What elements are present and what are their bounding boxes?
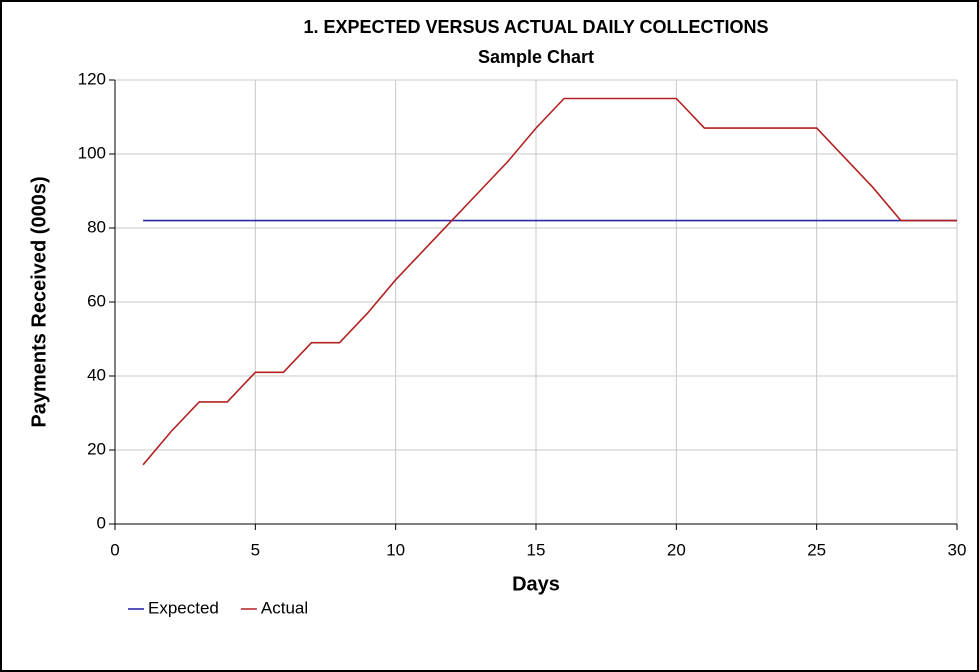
legend-label: Expected	[148, 598, 219, 617]
x-tick-label: 5	[251, 540, 260, 559]
x-tick-label: 30	[948, 540, 967, 559]
y-tick-label: 80	[87, 217, 106, 236]
y-tick-label: 60	[87, 291, 106, 310]
y-tick-label: 0	[97, 513, 106, 532]
chart-title: 1. EXPECTED VERSUS ACTUAL DAILY COLLECTI…	[303, 17, 768, 37]
y-tick-label: 40	[87, 365, 106, 384]
x-tick-label: 10	[386, 540, 405, 559]
legend-label: Actual	[261, 598, 308, 617]
x-tick-label: 0	[110, 540, 119, 559]
y-tick-label: 20	[87, 439, 106, 458]
x-tick-label: 15	[527, 540, 546, 559]
x-tick-label: 25	[807, 540, 826, 559]
chart-subtitle: Sample Chart	[478, 47, 594, 67]
x-tick-label: 20	[667, 540, 686, 559]
y-axis-title: Payments Received (000s)	[28, 176, 50, 427]
y-tick-label: 100	[78, 143, 106, 162]
y-tick-label: 120	[78, 69, 106, 88]
series-line	[142, 97, 957, 466]
x-axis-title: Days	[512, 573, 560, 595]
